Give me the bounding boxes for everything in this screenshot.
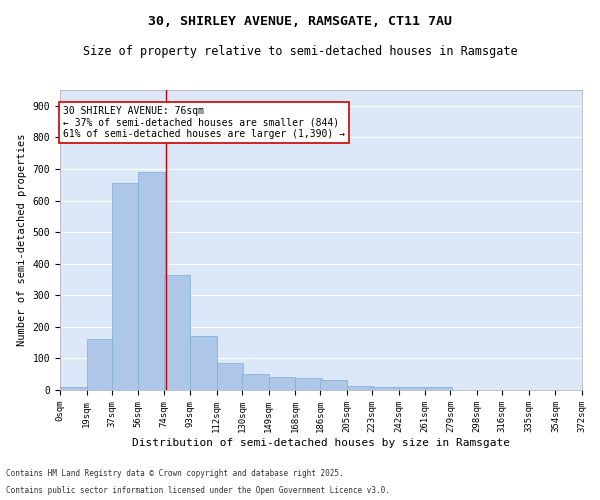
Bar [60,388,86,390]
Bar [139,172,165,390]
Text: 30, SHIRLEY AVENUE, RAMSGATE, CT11 7AU: 30, SHIRLEY AVENUE, RAMSGATE, CT11 7AU [148,15,452,28]
Text: 30 SHIRLEY AVENUE: 76sqm
← 37% of semi-detached houses are smaller (844)
61% of : 30 SHIRLEY AVENUE: 76sqm ← 37% of semi-d… [63,106,345,139]
Text: Contains public sector information licensed under the Open Government Licence v3: Contains public sector information licen… [6,486,390,495]
Text: Size of property relative to semi-detached houses in Ramsgate: Size of property relative to semi-detach… [83,45,517,58]
Bar [269,376,295,390]
Bar [320,380,347,390]
Bar [217,362,244,390]
Bar [347,386,373,390]
X-axis label: Distribution of semi-detached houses by size in Ramsgate: Distribution of semi-detached houses by … [132,438,510,448]
Bar [190,336,217,390]
Bar [295,378,322,390]
Bar [372,386,398,390]
Bar [86,340,113,390]
Y-axis label: Number of semi-detached properties: Number of semi-detached properties [17,134,27,346]
Bar [112,183,139,390]
Bar [398,387,425,390]
Bar [425,388,452,390]
Bar [242,374,269,390]
Bar [164,274,190,390]
Text: Contains HM Land Registry data © Crown copyright and database right 2025.: Contains HM Land Registry data © Crown c… [6,468,344,477]
